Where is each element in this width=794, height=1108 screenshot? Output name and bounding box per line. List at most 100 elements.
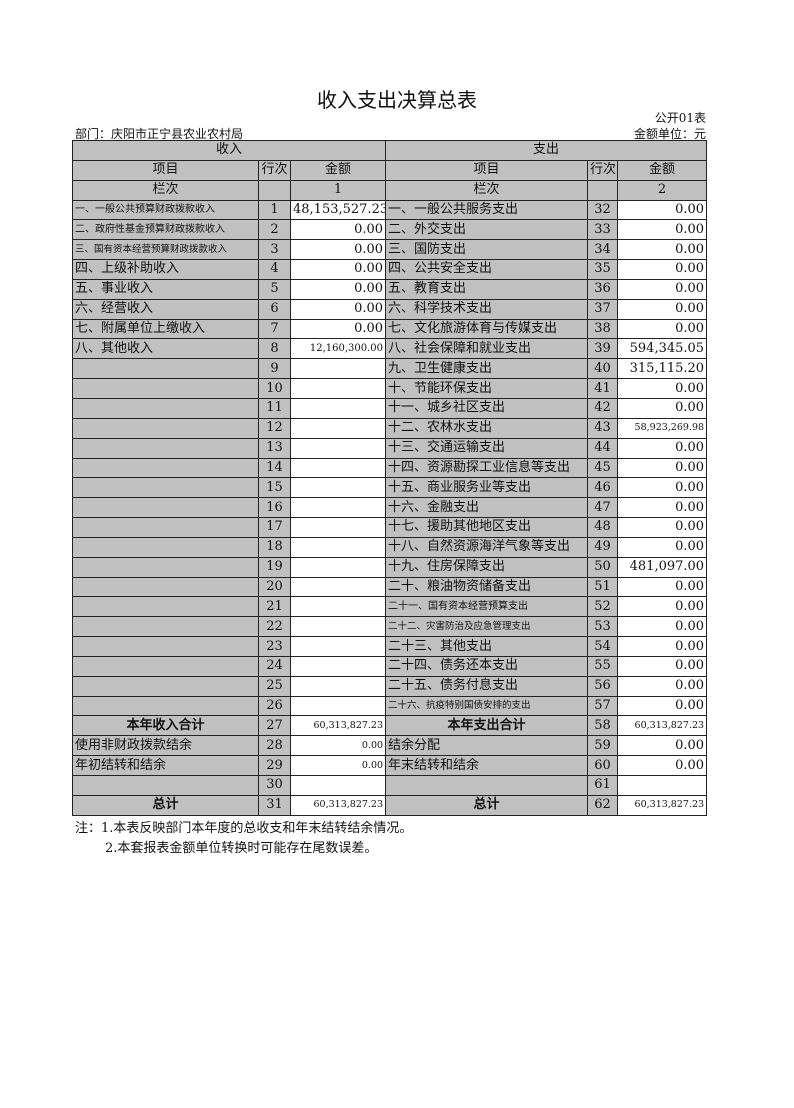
- table-row: 八、其他收入 8 12,160,300.00 八、社会保障和就业支出 39 594,345…: [72, 338, 708, 360]
- expense-item: 十五、商业服务业等支出: [385, 477, 589, 499]
- income-item: [72, 616, 259, 638]
- expense-row-number: 33: [587, 219, 619, 241]
- income-amount: [289, 477, 387, 499]
- income-item: [72, 477, 259, 499]
- expense-amount: 481,097.00: [617, 556, 708, 578]
- income-row-number: 10: [258, 378, 291, 399]
- table-row: 二、政府性基金预算财政拨款收入 2 0.00 二、外交支出 33 0.00: [72, 219, 708, 241]
- income-item: [72, 497, 259, 519]
- expense-row-number: 35: [587, 259, 619, 280]
- expense-row-number: 57: [587, 695, 619, 717]
- table-row: 10 十、节能环保支出 41 0.00: [72, 378, 708, 399]
- expense-amount: 58,923,269.98: [617, 417, 708, 439]
- income-item: 二、政府性基金预算财政拨款收入: [72, 219, 259, 241]
- empty-cell: [587, 179, 619, 201]
- income-item: [72, 775, 259, 796]
- income-row-number: 8: [258, 338, 291, 360]
- income-amount: 0.00: [289, 259, 387, 280]
- expense-item: 二十、粮油物资储备支出: [385, 576, 589, 598]
- expense-item: 二十五、债务付息支出: [385, 675, 589, 697]
- expense-item: 十、节能环保支出: [385, 378, 589, 399]
- income-row-number: 16: [258, 497, 291, 519]
- expense-item: 总计: [385, 794, 589, 816]
- income-amount: 0.00: [289, 278, 387, 300]
- table-row: 年初结转和结余 29 0.00 年末结转和结余 60 0.00: [72, 755, 708, 776]
- expense-row-number: 52: [587, 596, 619, 618]
- income-item: 六、经营收入: [72, 298, 259, 320]
- expense-row-number: 50: [587, 556, 619, 578]
- form-number: 公开01表: [654, 111, 706, 125]
- income-row-number: 4: [258, 259, 291, 280]
- expense-row-number: 55: [587, 655, 619, 677]
- income-amount: [289, 536, 387, 558]
- income-item: [72, 517, 259, 538]
- income-item: [72, 437, 259, 459]
- expense-row-number: 56: [587, 675, 619, 697]
- expense-item: 二十四、债务还本支出: [385, 655, 589, 677]
- expense-item-header: 项目: [385, 159, 589, 181]
- income-amount: [289, 517, 387, 538]
- income-item: [72, 596, 259, 618]
- income-row-number: 23: [258, 636, 291, 657]
- expense-row-number: 36: [587, 278, 619, 300]
- expense-amount: 0.00: [617, 655, 708, 677]
- income-amount: [289, 497, 387, 519]
- expense-amount: 0.00: [617, 536, 708, 558]
- income-amount: 48,153,527.23: [289, 199, 387, 221]
- expense-amount: 0.00: [617, 199, 708, 221]
- income-item: 年初结转和结余: [72, 755, 259, 776]
- income-amount: [289, 378, 387, 399]
- expense-amount: 0.00: [617, 318, 708, 340]
- table-row: 18 十八、自然资源海洋气象等支出 49 0.00: [72, 536, 708, 558]
- expense-amount: 0.00: [617, 497, 708, 519]
- expense-amount: 0.00: [617, 477, 708, 499]
- income-amount: 0.00: [289, 318, 387, 340]
- expense-item: 六、科学技术支出: [385, 298, 589, 320]
- expense-item: 十三、交通运输支出: [385, 437, 589, 459]
- expense-header: 支出: [385, 140, 708, 161]
- expense-item: [385, 775, 589, 796]
- table-row: 六、经营收入 6 0.00 六、科学技术支出 37 0.00: [72, 298, 708, 320]
- expense-row-number: 44: [587, 437, 619, 459]
- income-amount: 0.00: [289, 735, 387, 757]
- income-amount: [289, 457, 387, 479]
- expense-item: 十七、援助其他地区支出: [385, 517, 589, 538]
- expense-item: 十一、城乡社区支出: [385, 397, 589, 419]
- table-row: 22 二十二、灾害防治及应急管理支出 53 0.00: [72, 616, 708, 638]
- table-row: 12 十二、农林水支出 43 58,923,269.98: [72, 417, 708, 439]
- notes: 注：1.本表反映部门本年度的总收支和年末结转结余情况。 2.本套报表金额单位转换…: [75, 819, 412, 859]
- expense-item: 二十三、其他支出: [385, 636, 589, 657]
- table-row: 9 九、卫生健康支出 40 315,115.20: [72, 358, 708, 380]
- income-row-number: 9: [258, 358, 291, 380]
- income-rowno-header: 行次: [258, 159, 291, 181]
- table-row: 23 二十三、其他支出 54 0.00: [72, 636, 708, 657]
- income-row-number: 27: [258, 715, 291, 737]
- income-column-number: 1: [289, 179, 387, 201]
- expense-amount: 0.00: [617, 437, 708, 459]
- expense-item: 五、教育支出: [385, 278, 589, 300]
- expense-amount: 0.00: [617, 517, 708, 538]
- income-row-number: 13: [258, 437, 291, 459]
- income-row-number: 31: [258, 794, 291, 816]
- income-amount: 60,313,827.23: [289, 715, 387, 737]
- income-item: 一、一般公共预算财政拨款收入: [72, 199, 259, 221]
- expense-amount: 0.00: [617, 298, 708, 320]
- income-amount: [289, 596, 387, 618]
- expense-row-number: 38: [587, 318, 619, 340]
- expense-item: 八、社会保障和就业支出: [385, 338, 589, 360]
- income-row-number: 6: [258, 298, 291, 320]
- expense-item: 十六、金融支出: [385, 497, 589, 519]
- expense-item: 四、公共安全支出: [385, 259, 589, 280]
- expense-row-number: 51: [587, 576, 619, 598]
- empty-cell: [258, 179, 291, 201]
- income-item: 四、上级补助收入: [72, 259, 259, 280]
- expense-row-number: 43: [587, 417, 619, 439]
- income-row-number: 22: [258, 616, 291, 638]
- income-item: [72, 576, 259, 598]
- income-amount: 0.00: [289, 239, 387, 261]
- column-header-row: 项目 行次 金额 项目 行次 金额: [72, 159, 708, 181]
- expense-amount: 594,345.05: [617, 338, 708, 360]
- expense-amount: 0.00: [617, 219, 708, 241]
- note-1: 注：1.本表反映部门本年度的总收支和年末结转结余情况。: [75, 821, 413, 836]
- expense-item: 一、一般公共服务支出: [385, 199, 589, 221]
